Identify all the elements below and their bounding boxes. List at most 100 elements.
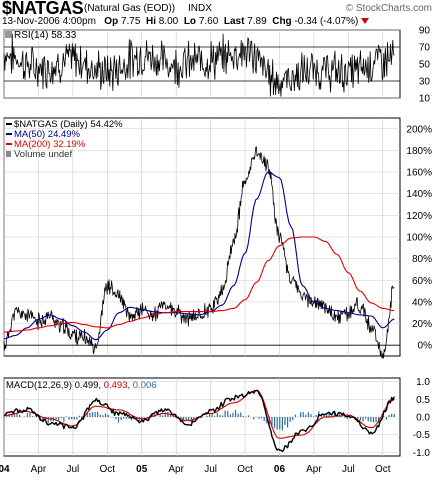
macd-hist-bar <box>102 415 104 417</box>
macd-hist-bar <box>268 417 270 425</box>
macd-hist-bar <box>188 417 190 422</box>
x-tick-label: Oct <box>237 464 253 475</box>
macd-hist-bar <box>370 417 372 422</box>
macd-hist-bar <box>221 415 224 417</box>
macd-hist-bar <box>359 417 362 421</box>
price-tick-label: 80% <box>412 254 432 265</box>
macd-hist-bar <box>76 417 78 420</box>
macd-hist-bar <box>13 414 16 417</box>
macd-hist-bar <box>357 417 359 419</box>
macd-hist-bar <box>115 417 117 420</box>
macd-hist-bar <box>185 417 187 421</box>
change-label: Chg <box>272 16 292 27</box>
macd-hist-bar <box>328 412 330 417</box>
macd-hist-bar <box>91 412 94 417</box>
macd-hist-bar <box>388 415 390 417</box>
macd-hist-bar <box>208 413 211 417</box>
macd-hist-bar <box>19 414 21 417</box>
macd-hist-bar <box>16 412 18 417</box>
price-tick-label: 160% <box>406 168 432 179</box>
low-value: 7.60 <box>198 16 219 27</box>
macd-hist-bar <box>86 412 88 417</box>
macd-hist-bar <box>58 417 60 421</box>
quote-line: 13-Nov-2006 4:00pm Op 7.75 Hi 8.00 Lo 7.… <box>2 16 370 27</box>
macd-hist-bar <box>310 414 312 417</box>
macd-hist-bar <box>362 417 364 422</box>
macd-hist-bar <box>393 414 395 417</box>
macd-hist-bar <box>266 417 268 424</box>
instrument-name: (Natural Gas (EOD)) <box>84 3 176 14</box>
macd-hist-bar <box>42 417 44 421</box>
macd-hist-bar <box>11 414 13 417</box>
macd-hist-bar <box>367 417 369 422</box>
macd-hist-bar <box>229 414 231 417</box>
legend-ma200: MA(200) 32.19% <box>14 139 86 150</box>
macd-hist-bar <box>68 417 70 420</box>
macd-tick-label: -1.0 <box>413 448 431 459</box>
macd-hist-bar <box>313 416 315 417</box>
price-tick-label: 60% <box>412 276 432 287</box>
macd-line <box>3 389 395 453</box>
x-tick-label: Apr <box>306 464 322 475</box>
macd-hist-bar <box>341 416 343 417</box>
macd-hist-bar <box>276 417 278 430</box>
x-tick-label: 06 <box>274 464 286 475</box>
price-tick-label: 200% <box>406 124 432 135</box>
macd-hist-bar <box>71 417 73 420</box>
rsi-tick-label: 70 <box>419 43 431 54</box>
macd-hist-bar <box>128 417 130 419</box>
macd-hist-bar <box>214 416 216 417</box>
macd-hist-bar <box>349 417 351 419</box>
price-tick-label: 120% <box>406 211 432 222</box>
macd-hist-bar <box>391 413 393 417</box>
macd-hist-bar <box>107 414 109 417</box>
x-tick-label: Apr <box>31 464 47 475</box>
macd-legend: MACD(12,26,9) 0.499, 0.493, 0.006 <box>6 380 157 391</box>
price-tick-label: 100% <box>406 233 432 244</box>
macd-hist-bar <box>339 413 341 417</box>
macd-hist-bar <box>104 413 107 417</box>
macd-hist-bar <box>29 412 31 417</box>
legend-volume-icon <box>6 151 11 157</box>
high-value: 8.00 <box>158 16 179 27</box>
macd-hist-bar <box>375 417 377 422</box>
macd-hist-bar <box>302 412 304 417</box>
macd-hist-bar <box>289 417 291 422</box>
macd-hist-bar <box>273 417 276 428</box>
macd-hist-bar <box>284 417 286 425</box>
macd-hist-bar <box>97 411 99 417</box>
macd-hist-bar <box>32 416 34 417</box>
macd-hist-bar <box>123 417 125 419</box>
macd-hist-bar <box>240 412 242 417</box>
macd-hist-bar <box>211 413 213 417</box>
macd-hist-bar <box>380 417 382 421</box>
macd-hist-bar <box>305 414 307 417</box>
price-tick-label: 40% <box>412 297 432 308</box>
change-pct: (-4.07%) <box>320 16 359 27</box>
macd-legend-part-0: MACD(12,26,9) <box>6 380 75 391</box>
macd-hist-bar <box>78 415 81 417</box>
macd-hist-bar <box>6 414 8 417</box>
macd-hist-bar <box>232 412 234 417</box>
macd-hist-bar <box>182 417 185 421</box>
macd-hist-bar <box>326 413 328 417</box>
macd-hist-bar <box>315 414 317 417</box>
brand-label[interactable]: © StockCharts.com <box>345 3 432 14</box>
macd-hist-bar <box>253 417 255 420</box>
macd-hist-bar <box>227 410 229 417</box>
ma-line-ma200 <box>3 236 395 333</box>
low-label: Lo <box>183 16 197 27</box>
macd-hist-bar <box>138 417 140 422</box>
price-tick-label: 20% <box>412 319 432 330</box>
macd-legend-part-1: 0.499, <box>75 380 104 391</box>
macd-hist-bar <box>294 414 296 417</box>
macd-hist-bar <box>55 417 57 420</box>
macd-hist-bar <box>47 417 49 424</box>
price-tick-label: 0% <box>418 341 433 352</box>
high-label: Hi <box>146 16 156 27</box>
down-arrow-icon <box>361 18 370 25</box>
price-line <box>3 146 395 359</box>
macd-hist-bar <box>143 417 146 418</box>
macd-hist-bar <box>164 412 166 417</box>
